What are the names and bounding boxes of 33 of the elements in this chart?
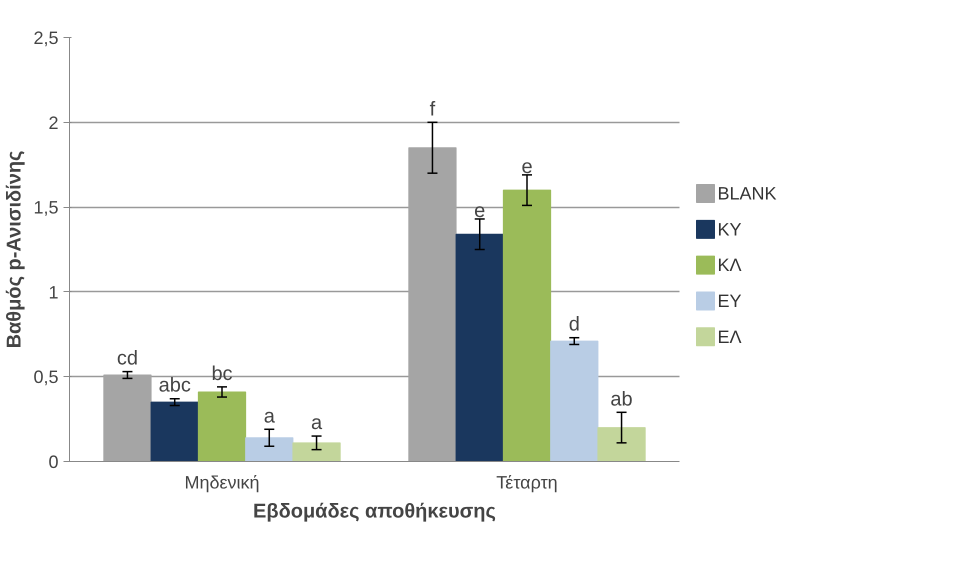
legend-label: ΚΛ [718,255,742,276]
y-tick-label: 1,5 [33,198,59,218]
bar [502,190,552,462]
x-axis-title: Εβδομάδες αποθήκευσης [253,500,496,522]
x-tick-label: Τέταρτη [496,472,558,492]
annotation: abc [158,374,191,397]
annotation: bc [211,362,233,385]
bar [597,427,646,462]
y-tick-label: 2,5 [33,28,59,48]
legend-label: BLANK [718,184,777,204]
y-axis-title: Βαθμός p-Ανισιδίνης [3,150,26,348]
y-tick-label: 2 [48,112,59,133]
annotation: a [310,412,323,434]
bar [456,234,504,462]
legend-label: ΚΥ [718,219,742,240]
bar [245,437,294,462]
annotation: f [430,98,436,120]
y-tick-label: 0,5 [33,367,59,388]
y-tick-label: 0 [48,452,59,472]
bar [150,402,199,462]
bar [550,340,598,462]
y-tick-label: 1 [48,282,59,302]
legend-label: ΕΥ [718,290,742,311]
legend-label: ΕΛ [718,326,742,347]
annotation: cd [116,348,138,370]
x-tick-label: Μηδενική [184,472,260,492]
annotation: e [474,200,486,222]
annotation: ab [610,388,633,410]
bar [198,391,246,462]
annotation: e [521,156,533,178]
bar [292,442,341,462]
annotation: d [568,314,580,336]
annotation: a [264,405,276,428]
